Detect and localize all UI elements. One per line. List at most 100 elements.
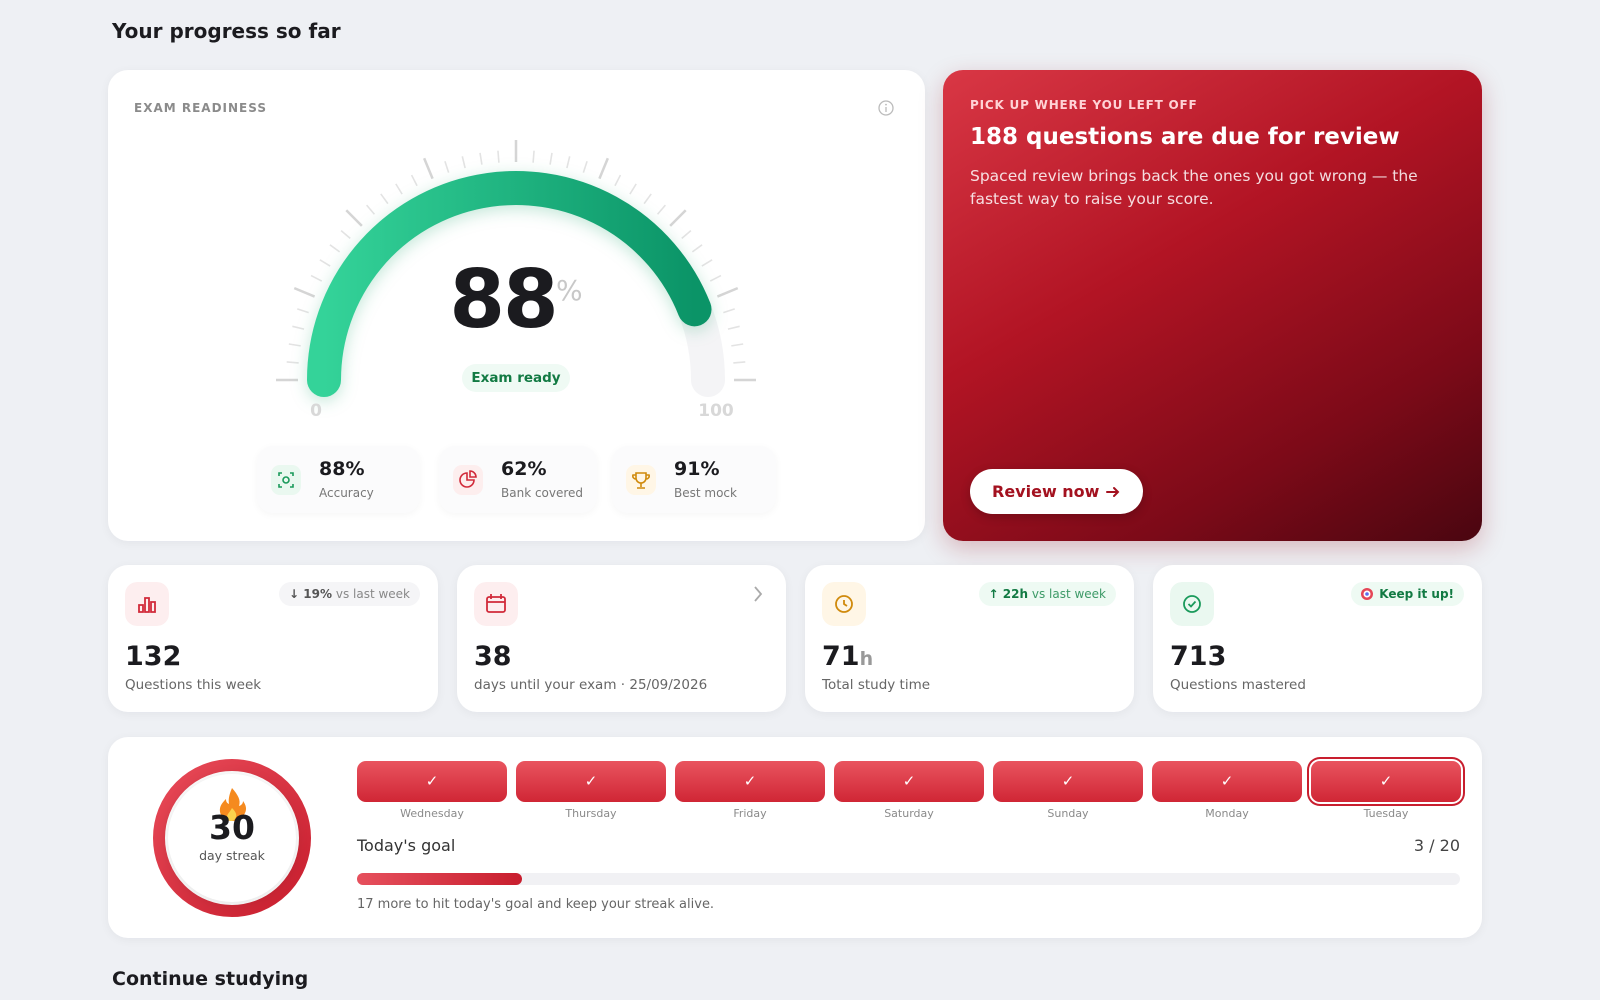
gauge-tick <box>395 183 403 195</box>
gauge-tick <box>423 157 434 180</box>
review-button[interactable]: Review now <box>970 469 1143 514</box>
gauge <box>276 140 756 397</box>
day-pill: ✓ <box>1311 761 1461 802</box>
change: ↓ 19% <box>289 587 333 601</box>
gauge-tick <box>716 287 739 298</box>
stat-value: 91% <box>674 458 720 480</box>
stat-card: ↑ 22h vs last week 71h Total study time <box>805 565 1134 712</box>
icon <box>1170 582 1214 626</box>
day-pill: ✓ <box>516 761 666 802</box>
day-name: Monday <box>1205 807 1249 820</box>
gauge-tick <box>691 244 703 253</box>
gauge-tick <box>709 274 722 282</box>
change-badge: ↑ 22h vs last week <box>978 582 1116 606</box>
day-pill: ✓ <box>834 761 984 802</box>
day-name: Thursday <box>565 807 617 820</box>
stat-value: 62% <box>501 458 547 480</box>
day-pill: ✓ <box>993 761 1143 802</box>
streak-ring <box>153 759 311 917</box>
goal-note: 17 more to hit today's goal and keep you… <box>357 897 715 912</box>
gauge-tick <box>701 259 713 267</box>
change-badge: ↓ 19% vs last week <box>279 582 420 606</box>
gauge-arc <box>307 171 712 397</box>
card-label: days until your exam · 25/09/2026 <box>474 677 708 693</box>
gauge-tick <box>582 161 588 173</box>
icon <box>453 465 483 495</box>
gauge-tick <box>297 308 309 314</box>
goal-count: 3 / 20 <box>1414 836 1460 855</box>
stat-label: Bank covered <box>501 486 584 500</box>
card-label: Questions this week <box>125 677 262 693</box>
day-name: Sunday <box>1047 807 1089 820</box>
stat-card[interactable]: 38 days until your exam · 25/09/2026 <box>457 565 786 712</box>
target-icon <box>1361 588 1374 600</box>
badge-text: vs last week <box>335 587 410 601</box>
gauge-tick <box>681 230 692 240</box>
badge-text: Keep it up! <box>1379 587 1454 601</box>
card-label: Questions mastered <box>1170 677 1306 693</box>
card-value: 71h <box>822 641 873 672</box>
day-pill: ✓ <box>675 761 825 802</box>
gauge-tick <box>380 193 389 205</box>
stat-value: 88% <box>319 458 365 480</box>
stat-accuracy: 88% Accuracy <box>257 446 420 513</box>
gauge-tick <box>614 174 622 187</box>
gauge-tick <box>723 308 735 314</box>
gauge-tick <box>598 157 609 180</box>
separator: / <box>1424 836 1440 855</box>
gauge-unit: % <box>556 274 583 307</box>
readiness-card: EXAM READINESS 88 % Exam ready 0 100 88%… <box>108 70 925 541</box>
gauge-tick <box>669 209 687 227</box>
gauge-tick <box>566 156 571 169</box>
gauge-tick <box>444 161 450 173</box>
card-label: Total study time <box>822 677 931 693</box>
unit: h <box>859 648 874 670</box>
goal-track <box>357 873 1460 885</box>
gauge-tick <box>292 325 305 330</box>
day-name: Saturday <box>884 807 934 820</box>
gauge-tick <box>497 150 500 163</box>
target: 20 <box>1439 836 1460 855</box>
gauge-tick <box>643 193 652 205</box>
gauge-tick <box>532 150 535 163</box>
icon <box>822 582 866 626</box>
section-title: Continue studying <box>112 968 309 990</box>
button-label: Review now <box>992 482 1100 501</box>
gauge-tick <box>310 274 323 282</box>
eyebrow: PICK UP WHERE YOU LEFT OFF <box>970 98 1198 112</box>
gauge-tick <box>319 259 331 267</box>
stat-card: Keep it up! 713 Questions mastered <box>1153 565 1482 712</box>
card-label: EXAM READINESS <box>134 101 267 115</box>
stat-mock: 91% Best mock <box>612 446 776 513</box>
done: 3 <box>1413 836 1425 855</box>
info-icon[interactable] <box>878 100 894 116</box>
review-title: 188 questions are due for review <box>970 124 1400 150</box>
gauge-max: 100 <box>698 401 734 421</box>
gauge-tick <box>345 209 363 227</box>
streak-card: 30 day streak Today's goal 3 / 20 17 mor… <box>108 737 1482 938</box>
card-value: 38 <box>474 641 512 672</box>
card-value: 132 <box>125 641 182 672</box>
gauge-tick <box>656 204 666 215</box>
day-pill: ✓ <box>1152 761 1302 802</box>
review-card: PICK UP WHERE YOU LEFT OFF 188 questions… <box>943 70 1482 541</box>
value: 71 <box>822 641 860 672</box>
goal-label: Today's goal <box>357 836 456 855</box>
gauge-tick <box>286 361 299 364</box>
day-name: Friday <box>733 807 767 820</box>
day-name: Wednesday <box>400 807 464 820</box>
review-body: Spaced review brings back the ones you g… <box>970 167 1418 208</box>
page-title: Your progress so far <box>112 19 341 43</box>
gauge-min: 0 <box>310 401 322 421</box>
gauge-tick <box>329 244 341 253</box>
streak-label: day streak <box>199 848 265 863</box>
gauge-tick <box>340 230 351 240</box>
badge-text: vs last week <box>1031 587 1106 601</box>
stat-label: Best mock <box>674 486 737 500</box>
icon <box>125 582 169 626</box>
gauge-tick <box>410 174 418 187</box>
icon <box>626 465 656 495</box>
stat-card: ↓ 19% vs last week 132 Questions this we… <box>108 565 438 712</box>
card-value: 713 <box>1170 641 1227 672</box>
